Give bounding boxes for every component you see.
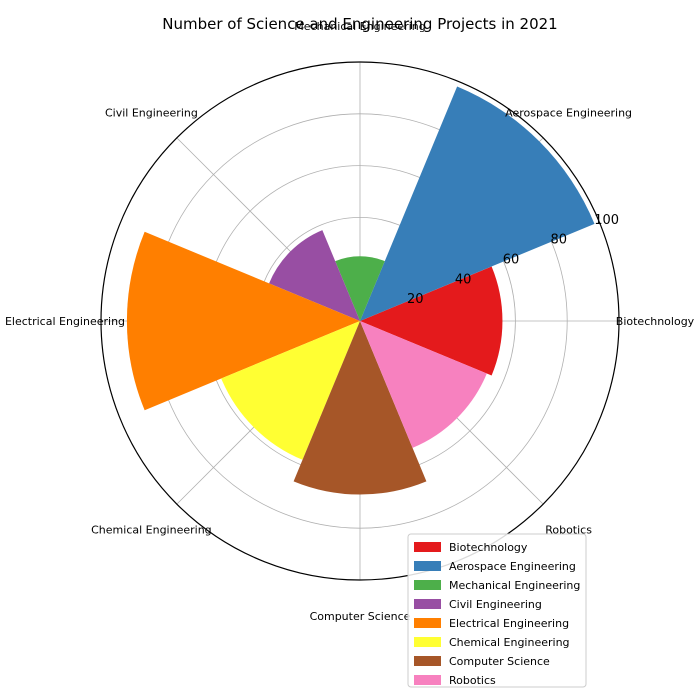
category-label-civil-engineering: Civil Engineering (105, 106, 198, 119)
bar-aerospace-engineering (360, 86, 595, 321)
radial-tick-label: 20 (407, 292, 424, 307)
category-labels: Biotechnology Aerospace Engineering Mechan… (5, 20, 695, 623)
radial-tick-labels: 20 40 60 80 100 (407, 213, 619, 307)
legend-label-biotechnology: Biotechnology (449, 541, 528, 554)
radial-tick-label: 80 (551, 233, 568, 248)
chart-title: Number of Science and Engineering Projec… (162, 15, 557, 33)
legend-label-mechanical-engineering: Mechanical Engineering (449, 579, 580, 592)
legend: Biotechnology Aerospace Engineering Mechan… (407, 533, 587, 688)
legend-swatch-electrical-engineering (414, 618, 441, 628)
category-label-chemical-engineering: Chemical Engineering (91, 524, 212, 537)
legend-swatch-robotics (414, 675, 441, 685)
polar-frame (100, 61, 620, 581)
legend-label-chemical-engineering: Chemical Engineering (449, 636, 570, 649)
legend-label-aerospace-engineering: Aerospace Engineering (449, 560, 576, 573)
legend-label-electrical-engineering: Electrical Engineering (449, 617, 569, 630)
bar-computer-science (293, 321, 427, 495)
category-label-robotics: Robotics (545, 524, 592, 537)
legend-swatch-aerospace-engineering (414, 561, 441, 571)
legend-swatch-chemical-engineering (414, 637, 441, 647)
radial-tick-label: 60 (503, 252, 520, 267)
radial-tick-label: 100 (594, 213, 619, 228)
legend-label-civil-engineering: Civil Engineering (449, 598, 542, 611)
bar-electrical-engineering (126, 231, 361, 411)
bar-mechanical-engineering (335, 256, 385, 321)
category-label-aerospace-engineering: Aerospace Engineering (505, 106, 632, 119)
category-label-electrical-engineering: Electrical Engineering (5, 315, 125, 328)
bar-civil-engineering (269, 230, 360, 321)
category-label-biotechnology: Biotechnology (616, 315, 695, 328)
bars (126, 86, 595, 495)
bar-chemical-engineering (221, 321, 360, 460)
legend-swatch-computer-science (414, 656, 441, 666)
legend-swatch-civil-engineering (414, 599, 441, 609)
legend-label-computer-science: Computer Science (449, 655, 550, 668)
legend-swatch-biotechnology (414, 542, 441, 552)
bar-robotics (360, 321, 487, 448)
category-label-mechanical-engineering: Mechanical Engineering (294, 20, 425, 33)
radial-tick-label: 40 (455, 272, 472, 287)
polar-outline (100, 61, 620, 581)
legend-swatch-mechanical-engineering (414, 580, 441, 590)
bar-biotechnology (360, 266, 503, 376)
legend-frame (407, 533, 587, 688)
category-label-computer-science: Computer Science (310, 610, 411, 623)
legend-label-robotics: Robotics (449, 674, 496, 687)
